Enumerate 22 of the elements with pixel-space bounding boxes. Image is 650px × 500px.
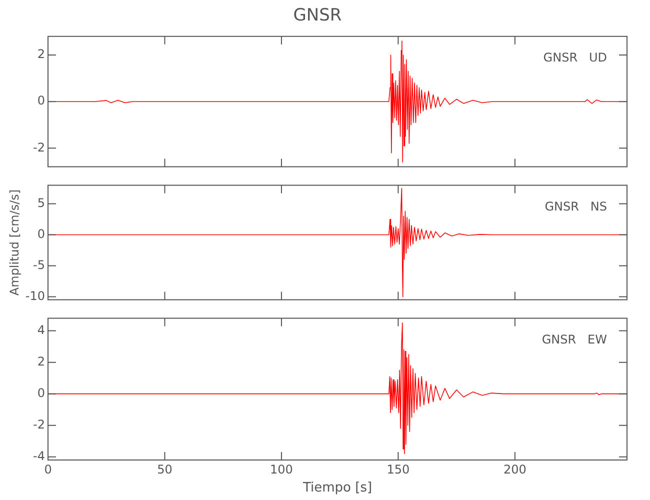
y-tick-label: 4 [37, 322, 45, 337]
y-tick-label: -2 [33, 140, 45, 154]
x-axis-title: Tiempo [s] [302, 480, 372, 496]
x-tick-label: 200 [503, 462, 526, 476]
y-axis-title: Amplitud [cm/s/s] [7, 189, 22, 296]
annotation: GNSR NS [544, 199, 607, 214]
y-tick-label: -4 [33, 448, 45, 463]
y-tick-label: 0 [37, 94, 45, 108]
y-tick-label: 0 [37, 386, 45, 400]
y-tick-label: 5 [37, 196, 45, 210]
annotation: GNSR UD [543, 50, 607, 65]
chart-title: GNSR [293, 6, 342, 26]
y-tick-label: 2 [37, 354, 45, 368]
y-tick-label: -5 [33, 258, 45, 272]
y-tick-label: 0 [37, 226, 45, 241]
x-tick-label: 150 [386, 462, 410, 476]
y-tick-label: 2 [37, 47, 45, 62]
y-tick-label: -2 [33, 417, 45, 432]
annotation: GNSR EW [542, 332, 608, 346]
x-tick-label: 100 [270, 462, 293, 476]
x-tick-label: 50 [157, 462, 172, 476]
y-tick-label: -10 [25, 288, 45, 303]
